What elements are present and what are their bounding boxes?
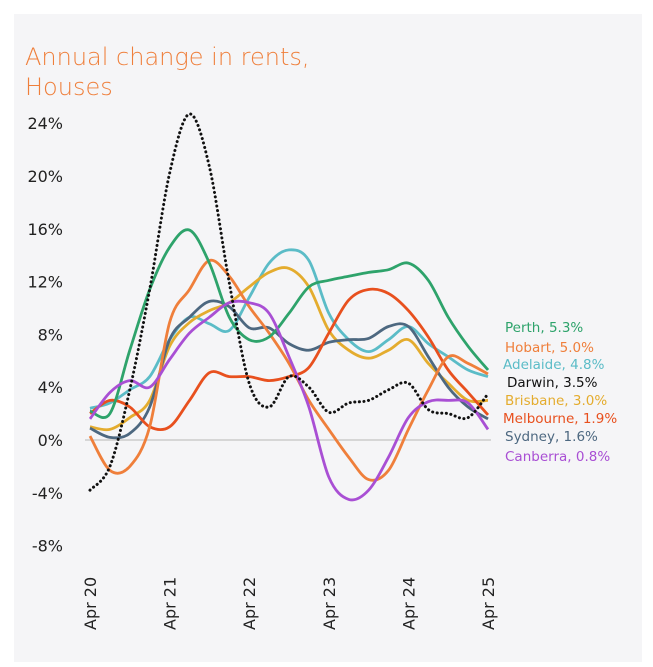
legend-label-melbourne: Melbourne, 1.9% [503,411,617,427]
y-tick-label: 16% [27,220,63,239]
series-line-perth [89,228,490,419]
x-axis: Apr 20 Apr 21 Apr 22 Apr 23 Apr 24 Apr 25 [81,577,498,630]
legend-label-perth: Perth, 5.3% [505,320,583,336]
legend-label-hobart: Hobart, 5.0% [505,340,594,356]
legend-label-adelaide: Adelaide, 4.8% [503,357,605,373]
y-tick-label: 4% [38,378,63,397]
x-tick-label: Apr 24 [399,577,418,630]
y-tick-label: -8% [32,537,63,556]
series-line-sydney [89,299,489,440]
legend-label-darwin: Darwin, 3.5% [507,375,598,391]
series-line-canberra [88,299,490,502]
y-tick-label: -4% [32,484,63,503]
legend-label-sydney: Sydney, 1.6% [505,429,598,445]
y-tick-label: 24% [27,114,63,133]
y-tick-label: 8% [38,325,63,344]
chart-title: Annual change in rents, Houses [25,43,310,101]
y-tick-label: 0% [38,431,63,450]
x-tick-label: Apr 25 [479,577,498,630]
y-tick-label: 20% [27,167,63,186]
series-line-melbourne [89,287,490,432]
legend-label-brisbane: Brisbane, 3.0% [505,393,607,409]
x-tick-label: Apr 23 [320,577,339,630]
series-lines [88,112,490,502]
y-axis: -8% -4% 0% 4% 8% 12% 16% 20% 24% [27,114,63,555]
x-tick-label: Apr 21 [161,577,180,630]
series-line-darwin [88,112,490,492]
legend-label-canberra: Canberra, 0.8% [505,449,610,465]
series-line-adelaide [89,248,489,410]
y-tick-label: 12% [27,273,63,292]
x-tick-label: Apr 22 [240,577,259,630]
x-tick-label: Apr 20 [81,577,100,630]
chart-card [14,14,642,662]
legend: Perth, 5.3% Hobart, 5.0%Adelaide, 4.8% Dar… [503,320,617,465]
series-line-hobart [88,258,489,482]
